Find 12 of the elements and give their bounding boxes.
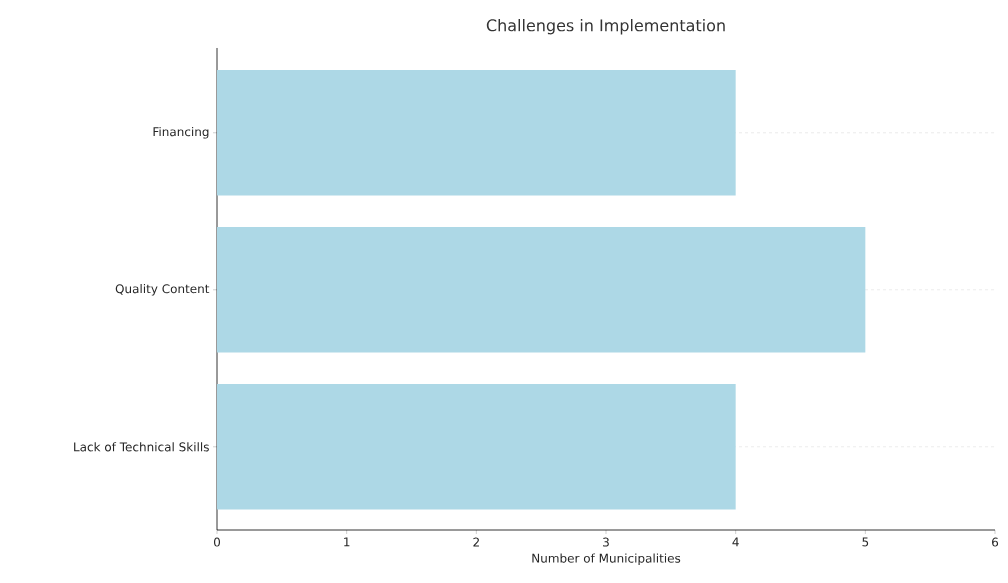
x-tick-label: 4 — [732, 537, 739, 547]
x-tick-label: 3 — [603, 537, 609, 547]
y-tick-label: Quality Content — [115, 283, 210, 296]
x-tick-label: 0 — [213, 537, 221, 547]
y-tick-label: Lack of Technical Skills — [74, 442, 209, 452]
y-tick-label: Financing — [153, 126, 209, 139]
x-tick-label: 6 — [992, 537, 999, 547]
x-tick-label: 2 — [473, 537, 479, 547]
x-tick-label: 1 — [344, 537, 350, 547]
x-axis-title: Number of Municipalities — [532, 553, 681, 566]
x-tick-label: 5 — [862, 537, 869, 547]
chart-title: Challenges in Implementation — [486, 18, 725, 35]
